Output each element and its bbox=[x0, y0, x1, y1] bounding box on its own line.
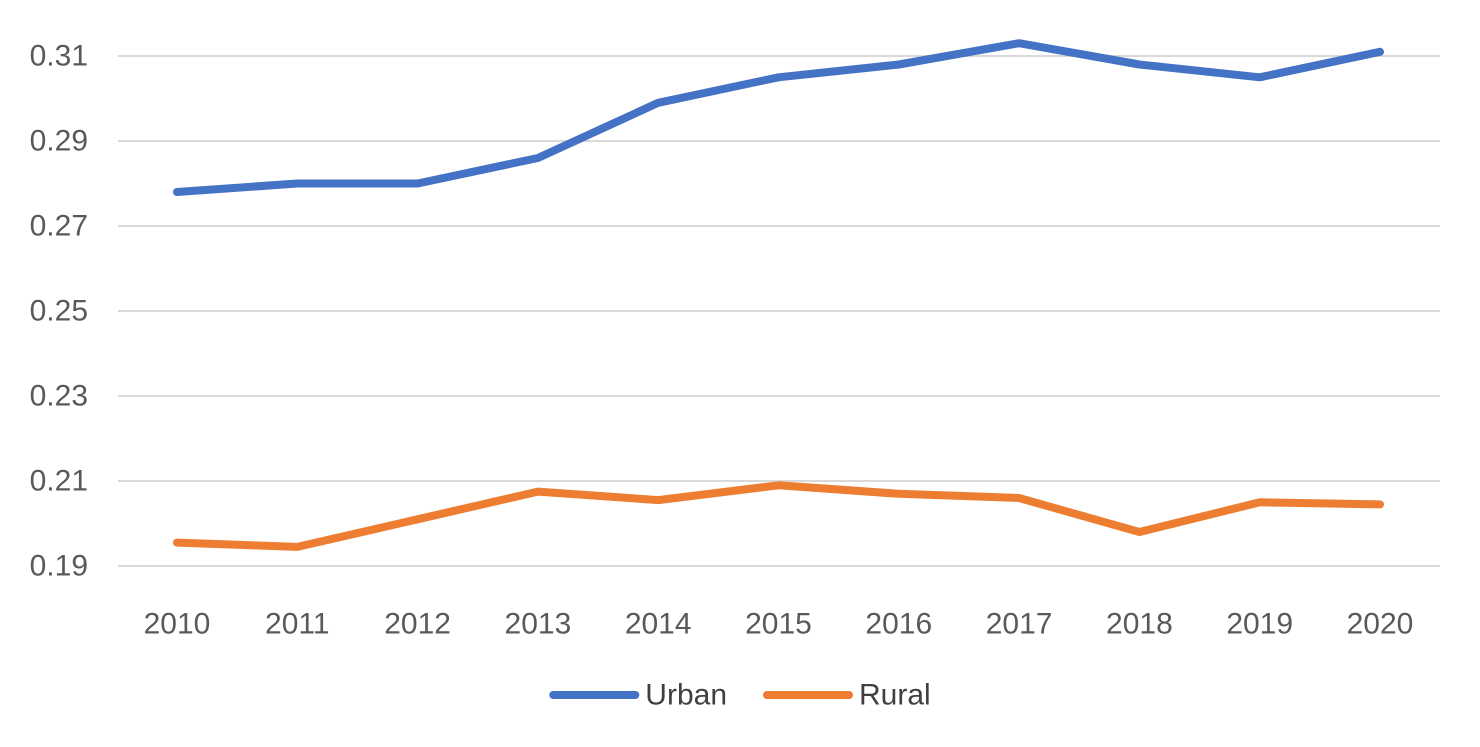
x-tick-label: 2020 bbox=[1347, 608, 1414, 641]
y-tick-label: 0.19 bbox=[30, 550, 88, 583]
series-lines bbox=[173, 39, 1384, 551]
x-tick-label: 2014 bbox=[625, 608, 692, 641]
y-tick-label: 0.27 bbox=[30, 210, 88, 243]
y-tick-label: 0.25 bbox=[30, 295, 88, 328]
x-tick-label: 2018 bbox=[1106, 608, 1173, 641]
legend-label: Urban bbox=[645, 679, 727, 712]
y-axis-tick-labels: 0.19 0.21 0.23 0.25 0.27 0.29 0.31 bbox=[30, 40, 88, 583]
x-tick-label: 2019 bbox=[1226, 608, 1293, 641]
x-tick-label: 2015 bbox=[745, 608, 812, 641]
x-tick-label: 2012 bbox=[384, 608, 451, 641]
series-line-rural bbox=[173, 481, 1384, 551]
x-tick-label: 2011 bbox=[265, 608, 330, 641]
y-tick-label: 0.29 bbox=[30, 125, 88, 158]
x-tick-label: 2016 bbox=[865, 608, 932, 641]
series-line-urban bbox=[173, 39, 1384, 196]
legend: Urban Rural bbox=[549, 679, 931, 712]
x-tick-label: 2013 bbox=[505, 608, 572, 641]
x-axis-tick-labels: 2010 2011 2012 2013 2014 2015 2016 2017 2018 2019… bbox=[144, 608, 1414, 641]
gridlines bbox=[118, 55, 1440, 567]
legend-item-urban: Urban bbox=[549, 679, 727, 712]
y-tick-label: 0.21 bbox=[30, 465, 88, 498]
y-tick-label: 0.23 bbox=[30, 380, 88, 413]
y-tick-label: 0.31 bbox=[30, 40, 88, 73]
x-tick-label: 2017 bbox=[986, 608, 1053, 641]
legend-label: Rural bbox=[859, 679, 931, 712]
x-tick-label: 2010 bbox=[144, 608, 211, 641]
legend-item-rural: Rural bbox=[763, 679, 931, 712]
